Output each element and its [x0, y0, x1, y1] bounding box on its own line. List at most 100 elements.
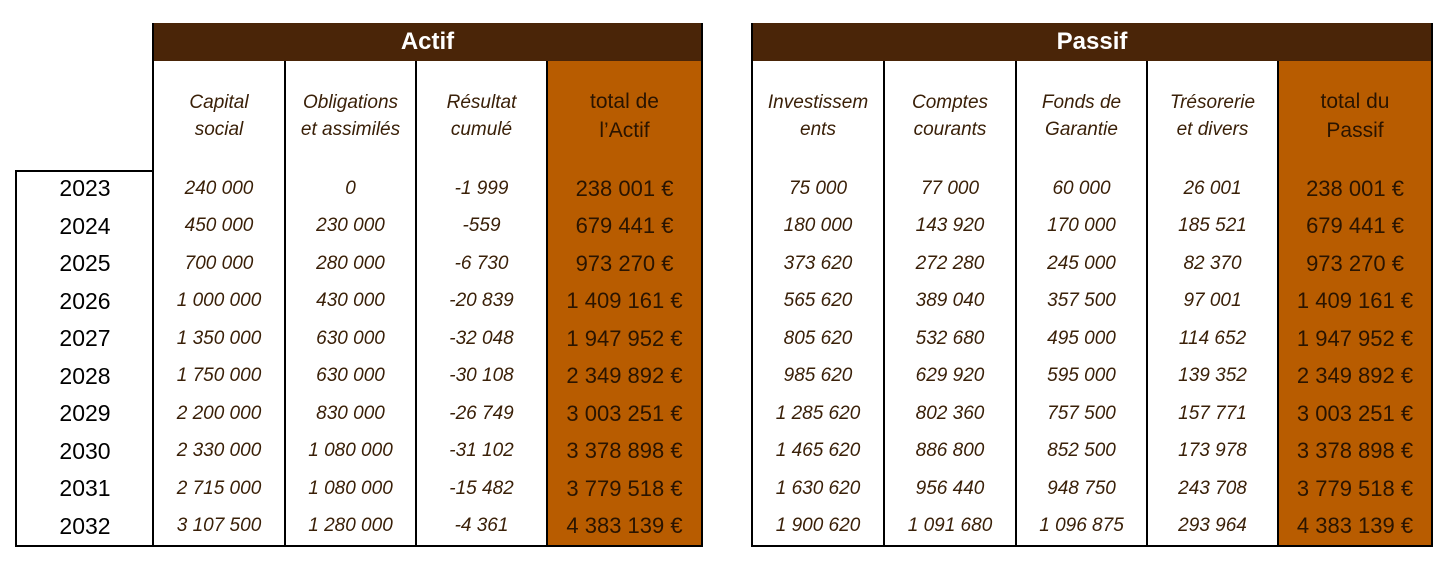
- year-label: 2030: [59, 437, 111, 464]
- column-header-line: Comptes: [911, 91, 989, 113]
- actif-total-cell: 3 779 518 €: [566, 475, 683, 501]
- actif-cell: 1 750 000: [176, 365, 262, 387]
- passif-grid-vline: [1146, 61, 1148, 547]
- passif-cell: 143 920: [915, 215, 985, 237]
- actif-cell: -559: [462, 215, 501, 237]
- actif-grid-vline: [415, 61, 417, 547]
- year-column-bottom-border: [15, 545, 154, 547]
- actif-cell: -4 361: [454, 515, 509, 537]
- column-header-line: cumulé: [450, 118, 513, 140]
- year-label: 2029: [59, 400, 111, 427]
- actif-total-cell: 4 383 139 €: [566, 513, 683, 539]
- actif-cell: 2 715 000: [176, 477, 262, 499]
- passif-cell: 757 500: [1047, 402, 1116, 424]
- actif-cell: 1 000 000: [176, 290, 262, 312]
- actif-cell: 1 280 000: [308, 515, 393, 537]
- actif-cell: -32 048: [449, 327, 514, 349]
- actif-cell: 700 000: [184, 252, 254, 274]
- actif-cell: 240 000: [184, 177, 254, 199]
- actif-cell: 630 000: [316, 365, 385, 387]
- actif-total-cell: 2 349 892 €: [566, 363, 683, 389]
- passif-cell: 77 000: [920, 177, 980, 199]
- passif-cell: 357 500: [1047, 290, 1116, 312]
- passif-cell: 1 096 875: [1039, 515, 1124, 537]
- passif-cell: 373 620: [783, 252, 853, 274]
- passif-cell: 157 771: [1178, 402, 1247, 424]
- passif-cell: 1 091 680: [907, 515, 993, 537]
- passif-column-header: Trésorerie et divers: [1147, 61, 1278, 170]
- passif-cell: 139 352: [1178, 365, 1247, 387]
- passif-cell: 495 000: [1047, 327, 1116, 349]
- passif-cell: 948 750: [1047, 477, 1116, 499]
- passif-cell: 389 040: [915, 290, 985, 312]
- passif-total-cell: 3 779 518 €: [1296, 475, 1414, 501]
- year-label: 2024: [59, 212, 111, 239]
- passif-total-cell: 1 947 952 €: [1296, 325, 1414, 351]
- column-header-line: et divers: [1176, 118, 1249, 140]
- column-header-line: et assimilés: [300, 118, 401, 140]
- passif-column-header: Investissem ents: [752, 61, 884, 170]
- actif-grid-vline: [546, 61, 548, 547]
- column-header-line: l’Actif: [599, 118, 650, 142]
- passif-cell: 1 630 620: [775, 477, 861, 499]
- actif-total-cell: 1 409 161 €: [566, 288, 683, 314]
- actif-cell: 2 200 000: [176, 402, 262, 424]
- column-header-line: Résultat: [446, 91, 517, 113]
- passif-cell: 1 465 620: [775, 440, 861, 462]
- actif-cell: 450 000: [184, 215, 254, 237]
- passif-total-cell: 3 378 898 €: [1296, 438, 1414, 464]
- passif-cell: 1 285 620: [775, 402, 861, 424]
- actif-cell: 230 000: [316, 215, 385, 237]
- actif-cell: -20 839: [449, 290, 514, 312]
- passif-cell: 565 620: [783, 290, 853, 312]
- column-header-line: total de: [590, 89, 659, 113]
- passif-cell: 245 000: [1047, 252, 1116, 274]
- column-header-line: total du: [1320, 89, 1390, 113]
- actif-cell: 430 000: [316, 290, 385, 312]
- column-header-line: Trésorerie: [1169, 91, 1256, 113]
- column-header-line: courants: [913, 118, 987, 140]
- actif-bottom-border: [152, 545, 703, 547]
- actif-cell: 630 000: [316, 327, 385, 349]
- passif-cell: 293 964: [1178, 515, 1247, 537]
- actif-total-cell: 973 270 €: [575, 250, 674, 276]
- passif-cell: 180 000: [783, 215, 853, 237]
- actif-cell: 2 330 000: [176, 440, 262, 462]
- passif-cell: 82 370: [1183, 252, 1242, 274]
- passif-total-cell: 973 270 €: [1306, 250, 1404, 276]
- passif-cell: 114 652: [1178, 327, 1247, 349]
- column-header-line: Obligations: [302, 91, 399, 113]
- actif-column-header: Capital social: [153, 61, 285, 170]
- passif-total-cell: 2 349 892 €: [1296, 363, 1414, 389]
- actif-total-cell: 679 441 €: [575, 213, 674, 239]
- actif-total-cell: 1 947 952 €: [566, 325, 683, 351]
- passif-cell: 595 000: [1047, 365, 1116, 387]
- actif-column-header: total de l’Actif: [547, 61, 702, 170]
- passif-cell: 805 620: [783, 327, 853, 349]
- column-header-line: ents: [800, 118, 836, 140]
- passif-grid-vline: [751, 23, 753, 547]
- actif-total-column: [547, 61, 702, 545]
- passif-cell: 75 000: [788, 177, 848, 199]
- actif-column-header: Obligations et assimilés: [285, 61, 416, 170]
- passif-total-cell: 4 383 139 €: [1296, 513, 1414, 539]
- actif-header: Actif: [153, 23, 702, 61]
- passif-cell: 532 680: [915, 327, 985, 349]
- column-header-line: Capital: [189, 91, 249, 113]
- actif-grid-vline: [284, 61, 286, 547]
- actif-cell: -26 749: [449, 402, 514, 424]
- column-header-line: social: [194, 118, 244, 140]
- actif-cell: 280 000: [316, 252, 385, 274]
- actif-cell: 3 107 500: [176, 515, 262, 537]
- passif-cell: 170 000: [1047, 215, 1116, 237]
- passif-total-cell: 3 003 251 €: [1296, 400, 1414, 426]
- year-column-left-border: [15, 170, 17, 547]
- passif-cell: 97 001: [1183, 290, 1242, 312]
- passif-cell: 60 000: [1052, 177, 1111, 199]
- column-header-line: Garantie: [1045, 118, 1118, 140]
- passif-cell: 185 521: [1178, 215, 1247, 237]
- actif-grid-vline: [701, 23, 703, 547]
- actif-cell: -1 999: [454, 177, 509, 199]
- passif-column-header: Comptes courants: [884, 61, 1016, 170]
- passif-grid-vline: [1431, 23, 1433, 547]
